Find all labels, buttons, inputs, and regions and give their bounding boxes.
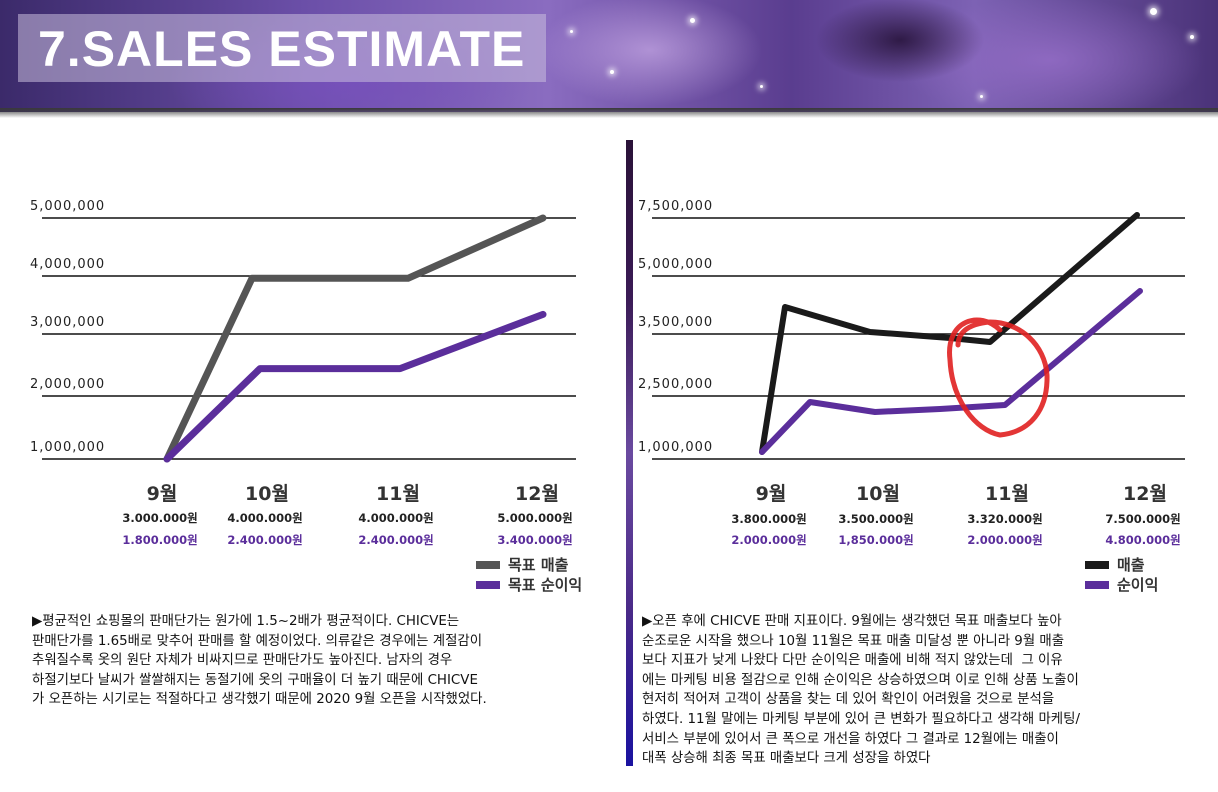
note-line: 보다 지표가 낮게 나왔다 다만 순이익은 매출에 비해 적지 않았는데 그 이… [642, 653, 1063, 669]
legend-label: 목표 매출 [508, 556, 569, 574]
legend-label: 순이익 [1117, 576, 1158, 594]
note-line: 추워질수록 옷의 원단 자체가 비싸지므로 판매단가도 높아진다. 남자의 경우 [32, 653, 453, 669]
page-title: 7.SALES ESTIMATE [38, 21, 526, 77]
banner-shadow [0, 108, 1218, 118]
value-label-series-1: 3.320.000원 [967, 512, 1042, 526]
vertical-divider [626, 140, 633, 766]
x-month-label: 9월 [147, 483, 178, 505]
legend-label: 목표 순이익 [508, 576, 582, 594]
value-label-series-2: 3.400.000원 [497, 533, 572, 547]
value-label-series-1: 4.000.000원 [358, 511, 433, 525]
star-decoration [1190, 35, 1194, 39]
value-label-series-2: 1.800.000원 [122, 533, 197, 547]
value-label-series-2: 2.000.000원 [967, 533, 1042, 547]
note-line: ▶평균적인 쇼핑몰의 판매단가는 원가에 1.5~2배가 평균적이다. CHIC… [32, 614, 460, 629]
value-label-series-2: 2.000.000원 [731, 533, 806, 547]
y-tick-label: 3,500,000 [638, 315, 713, 330]
value-label-series-1: 7.500.000원 [1105, 512, 1180, 526]
value-label-series-1: 3.500.000원 [838, 512, 913, 526]
legend-label: 매출 [1117, 556, 1145, 574]
value-label-series-1: 4.000.000원 [227, 511, 302, 525]
note-line: 가 오픈하는 시기로는 적절하다고 생각했기 때문에 2020 9월 오픈을 시… [32, 692, 487, 708]
value-label-series-2: 1,850.000원 [838, 533, 913, 547]
note-right: ▶오픈 후에 CHICVE 판매 지표이다. 9월에는 생각했던 목표 매출보다… [642, 612, 1080, 769]
y-tick-label: 2,000,000 [30, 377, 105, 392]
note-line: 현저히 적어져 고객이 상품을 찾는 데 있어 확인이 어려웠을 것으로 분석을 [642, 692, 1055, 708]
note-line: 판매단가를 1.65배로 맞추어 판매를 할 예정이었다. 의류같은 경우에는 … [32, 633, 483, 649]
value-label-series-1: 3.000.000원 [122, 511, 197, 525]
note-line: 에는 마케팅 비용 절감으로 인해 순이익은 상승하였으며 이로 인해 상품 노… [642, 672, 1079, 688]
star-decoration [690, 18, 695, 23]
value-label-series-2: 4.800.000원 [1105, 533, 1180, 547]
y-tick-label: 1,000,000 [638, 440, 713, 455]
legend-swatch [1085, 561, 1109, 569]
note-line: 순조로운 시작을 했으나 10월 11월은 목표 매출 미달성 뿐 아니라 9월… [642, 633, 1065, 649]
y-tick-label: 7,500,000 [638, 199, 713, 214]
title-box [18, 14, 546, 82]
note-line: 하였다. 11월 말에는 마케팅 부분에 있어 큰 변화가 필요하다고 생각해 … [642, 711, 1080, 727]
series-line-1 [163, 214, 547, 463]
series-line-2 [163, 310, 547, 463]
note-line: 서비스 부분에 있어서 큰 폭으로 개선을 하였다 그 결과로 12월에는 매출… [642, 731, 1059, 747]
value-label-series-1: 5.000.000원 [497, 511, 572, 525]
value-label-series-1: 3.800.000원 [731, 512, 806, 526]
star-decoration [980, 95, 983, 98]
x-month-label: 10월 [245, 483, 289, 505]
y-tick-label: 1,000,000 [30, 440, 105, 455]
series-line-2 [759, 288, 1143, 455]
legend-swatch [476, 561, 500, 569]
y-tick-label: 4,000,000 [30, 257, 105, 272]
x-month-label: 11월 [985, 483, 1029, 505]
y-tick-label: 3,000,000 [30, 315, 105, 330]
x-month-label: 9월 [756, 483, 787, 505]
series-line-1 [759, 212, 1140, 455]
legend-swatch [1085, 581, 1109, 589]
x-month-label: 12월 [515, 483, 559, 505]
note-line: ▶오픈 후에 CHICVE 판매 지표이다. 9월에는 생각했던 목표 매출보다… [642, 614, 1062, 629]
y-tick-label: 2,500,000 [638, 377, 713, 392]
x-month-label: 10월 [856, 483, 900, 505]
star-decoration [1150, 8, 1157, 15]
value-label-series-2: 2.400.000원 [358, 533, 433, 547]
star-decoration [570, 30, 573, 33]
x-month-label: 11월 [376, 483, 420, 505]
note-left: ▶평균적인 쇼핑몰의 판매단가는 원가에 1.5~2배가 평균적이다. CHIC… [32, 612, 487, 710]
value-label-series-2: 2.400.000원 [227, 533, 302, 547]
star-decoration [610, 70, 614, 74]
y-tick-label: 5,000,000 [30, 199, 105, 214]
star-decoration [760, 85, 763, 88]
highlight-circle-annotation [947, 317, 1050, 438]
y-tick-label: 5,000,000 [638, 257, 713, 272]
note-line: 대폭 상승해 최종 목표 매출보다 크게 성장을 하였다 [642, 751, 931, 767]
note-line: 하절기보다 날씨가 쌀쌀해지는 동절기에 옷의 구매율이 더 높기 때문에 CH… [32, 672, 478, 688]
x-month-label: 12월 [1123, 483, 1167, 505]
legend-swatch [476, 581, 500, 589]
